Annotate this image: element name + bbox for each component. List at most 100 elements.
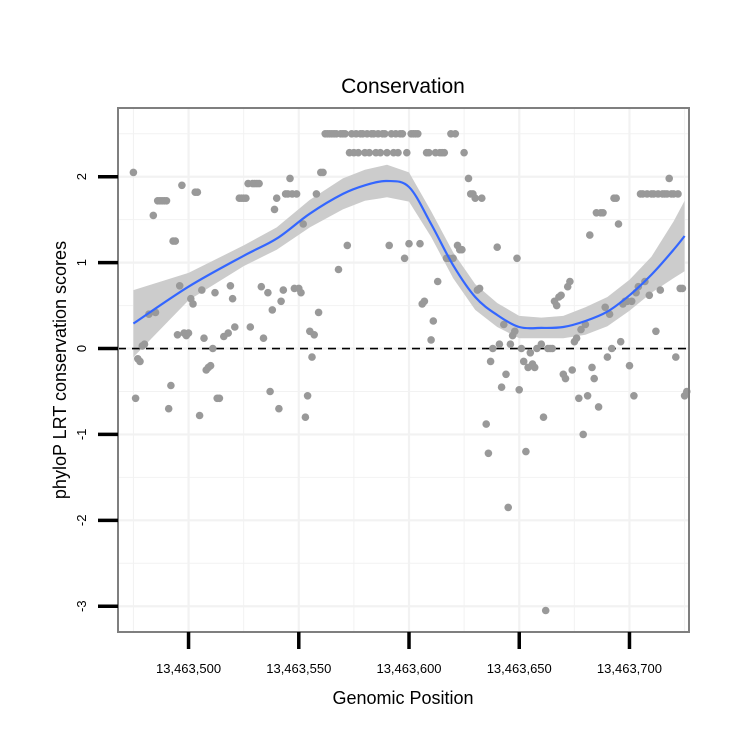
data-point bbox=[603, 353, 612, 361]
data-point bbox=[400, 254, 409, 263]
data-point bbox=[493, 243, 502, 251]
data-point bbox=[489, 344, 497, 353]
data-point bbox=[264, 288, 272, 297]
data-point bbox=[394, 148, 402, 157]
confidence-band bbox=[133, 164, 685, 358]
data-point bbox=[279, 286, 288, 294]
data-point bbox=[193, 188, 202, 196]
data-point bbox=[129, 168, 138, 177]
data-point bbox=[224, 329, 232, 337]
data-point bbox=[656, 286, 665, 294]
data-point bbox=[575, 394, 583, 403]
smooth-line-layer bbox=[132, 179, 686, 330]
data-point bbox=[255, 179, 263, 188]
data-point bbox=[270, 205, 279, 214]
data-point bbox=[259, 334, 268, 343]
data-point bbox=[215, 394, 224, 403]
data-point bbox=[515, 386, 523, 394]
data-point bbox=[572, 334, 581, 343]
y-tick-label: 2 bbox=[74, 173, 89, 180]
data-point bbox=[601, 303, 609, 312]
data-point bbox=[136, 357, 144, 366]
y-axis: -3 -2 -1 0 1 2 bbox=[74, 173, 118, 612]
data-point bbox=[519, 357, 528, 366]
data-point bbox=[242, 194, 250, 202]
data-point bbox=[301, 413, 310, 422]
data-point bbox=[312, 190, 321, 198]
data-point bbox=[526, 349, 535, 357]
data-point bbox=[594, 403, 603, 411]
data-point bbox=[385, 241, 394, 250]
data-point bbox=[292, 190, 301, 198]
data-point bbox=[209, 344, 217, 353]
data-point bbox=[440, 148, 449, 157]
data-point bbox=[539, 413, 548, 422]
data-point bbox=[495, 340, 504, 349]
data-point bbox=[561, 374, 570, 383]
panel-border bbox=[117, 107, 690, 633]
data-point bbox=[504, 503, 512, 512]
data-point bbox=[405, 239, 413, 248]
data-point bbox=[376, 148, 385, 157]
data-point bbox=[403, 148, 411, 157]
data-point bbox=[266, 387, 274, 396]
data-point bbox=[308, 353, 316, 361]
data-point bbox=[616, 337, 625, 346]
data-point bbox=[500, 320, 508, 329]
data-point bbox=[286, 174, 294, 183]
data-point bbox=[484, 449, 493, 458]
data-point bbox=[674, 190, 682, 198]
data-point bbox=[665, 174, 673, 183]
data-point bbox=[530, 363, 539, 372]
points-layer bbox=[129, 130, 691, 615]
y-axis-title: phyloP LRT conservation scores bbox=[50, 241, 70, 499]
data-point bbox=[211, 288, 219, 297]
x-axis: 13,463,500 13,463,550 13,463,600 13,463,650… bbox=[156, 632, 662, 676]
data-point bbox=[140, 340, 149, 349]
data-point bbox=[522, 447, 530, 456]
data-point bbox=[590, 374, 598, 383]
data-point bbox=[343, 241, 352, 250]
data-point bbox=[257, 282, 266, 291]
data-point bbox=[583, 392, 592, 400]
data-point bbox=[478, 194, 486, 202]
data-point bbox=[557, 291, 565, 300]
data-point bbox=[464, 174, 473, 183]
data-point bbox=[541, 606, 550, 615]
data-point bbox=[548, 344, 557, 353]
data-point bbox=[365, 148, 374, 157]
data-point bbox=[272, 194, 281, 202]
data-point bbox=[149, 211, 158, 220]
data-point bbox=[226, 282, 235, 290]
x-tick-label: 13,463,600 bbox=[376, 661, 441, 676]
data-point bbox=[334, 265, 343, 274]
data-point bbox=[506, 340, 515, 349]
data-point bbox=[164, 404, 173, 413]
data-point bbox=[198, 286, 206, 294]
data-point bbox=[586, 231, 594, 239]
data-point bbox=[678, 284, 687, 293]
data-point bbox=[303, 392, 312, 400]
data-point bbox=[471, 194, 480, 202]
data-point bbox=[517, 344, 526, 353]
data-point bbox=[566, 277, 574, 286]
data-point bbox=[184, 329, 193, 337]
data-point bbox=[579, 430, 587, 439]
x-tick-label: 13,463,550 bbox=[266, 661, 331, 676]
data-point bbox=[552, 301, 561, 310]
data-point bbox=[173, 331, 182, 339]
data-point bbox=[502, 370, 510, 379]
x-tick-label: 13,463,650 bbox=[487, 661, 552, 676]
data-point bbox=[433, 277, 442, 286]
data-point bbox=[319, 168, 327, 177]
data-point bbox=[429, 317, 438, 325]
y-tick-label: -3 bbox=[74, 600, 89, 612]
data-point bbox=[178, 181, 186, 190]
y-tick-label: -1 bbox=[74, 429, 89, 441]
data-point bbox=[672, 353, 680, 361]
x-tick-label: 13,463,700 bbox=[597, 661, 662, 676]
data-point bbox=[625, 361, 634, 370]
data-point bbox=[297, 288, 305, 297]
smooth-line bbox=[132, 179, 686, 330]
